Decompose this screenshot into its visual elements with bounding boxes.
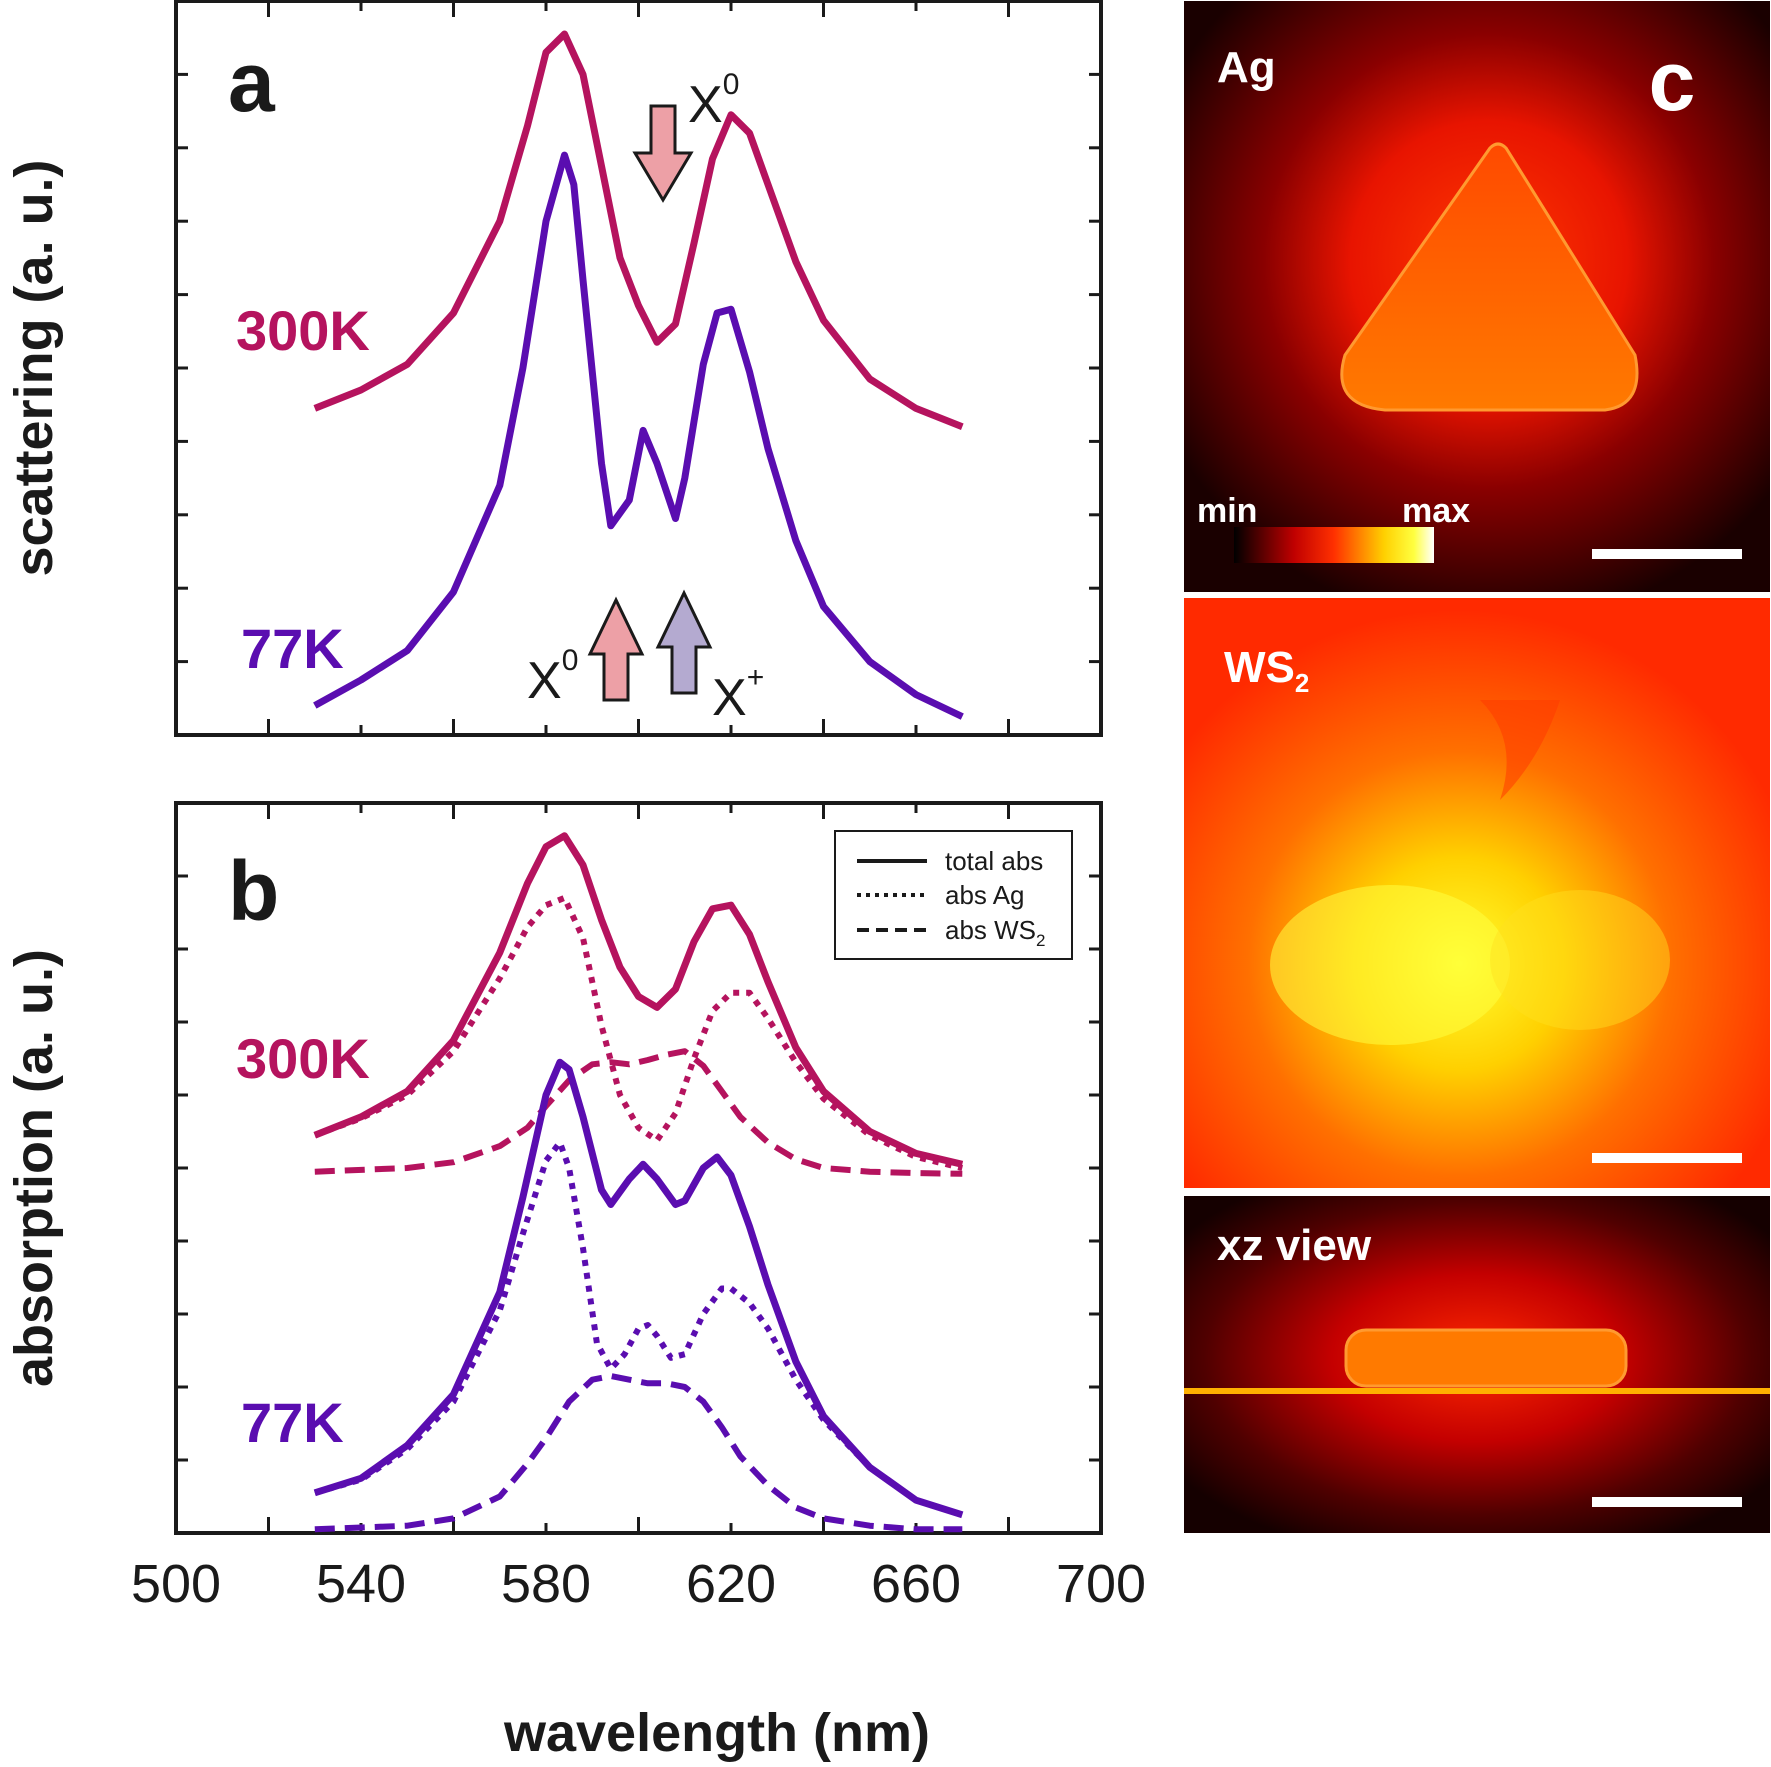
ag-field-map: Ag c min max — [1184, 1, 1770, 592]
x0-superscript: 0 — [723, 68, 740, 101]
ws2-hotspot-left — [1270, 885, 1510, 1045]
series-300k-total-abs — [313, 832, 964, 1168]
x-tick-label: 660 — [871, 1554, 961, 1614]
ws2-field-map: WS2 — [1184, 598, 1770, 1188]
legend-abs-ws2-subscript: 2 — [1036, 931, 1045, 950]
series-77k-abs-ag — [313, 1139, 964, 1518]
xplus-up-arrow-77k — [655, 589, 713, 695]
xz-view-field-map: xz view — [1184, 1196, 1770, 1533]
colorbar-min-label: min — [1197, 492, 1257, 530]
x0-label-300k: X0 — [688, 68, 739, 134]
ws2-scale-bar — [1592, 1153, 1742, 1163]
x-tick-label: 500 — [131, 1554, 221, 1614]
panel-b-ticks — [176, 803, 1101, 1533]
x0-superscript: 0 — [562, 644, 579, 677]
ag-map-label: Ag — [1217, 43, 1276, 92]
xplus-superscript: + — [747, 661, 765, 694]
colorbar — [1234, 527, 1434, 563]
panel-a-77k-label: 77K — [241, 617, 344, 680]
ws2-map-label-subscript: 2 — [1295, 668, 1309, 698]
ws2-apex-shadow — [1480, 700, 1560, 800]
panel-a-scattering: a 300K 77K scattering (a. u.) X0 X0 X+ — [4, 0, 1103, 737]
panel-b-77k-label: 77K — [241, 1391, 344, 1454]
panel-b-y-axis-title: absorption (a. u.) — [4, 949, 64, 1387]
x-tick-label: 540 — [316, 1554, 406, 1614]
series-77k-abs-ws2 — [314, 1373, 963, 1533]
series-77k-total-abs — [313, 1058, 964, 1519]
series-300k-abs-ws2 — [314, 1048, 963, 1177]
panel-b-300k-label: 300K — [236, 1027, 370, 1090]
colorbar-max-label: max — [1402, 492, 1470, 530]
x0-down-arrow-300k — [632, 104, 694, 203]
x-tick-label: 580 — [501, 1554, 591, 1614]
legend-abs-ws2: abs WS2 — [945, 915, 1046, 950]
x0-up-arrow-77k — [587, 596, 645, 702]
panel-a-letter: a — [228, 35, 276, 129]
x-axis-title: wavelength (nm) — [503, 1703, 930, 1763]
panel-a-plot-area — [313, 30, 964, 720]
triangle-nanoprism-icon — [1340, 142, 1639, 412]
x0-label-77k: X0 — [527, 644, 578, 710]
series-300k — [313, 30, 964, 430]
xplus-label-77k: X+ — [712, 661, 764, 727]
ws2-hotspot-right — [1490, 890, 1670, 1030]
series-300k-abs-ag — [313, 894, 963, 1171]
legend-abs-ws2-main: abs WS — [945, 915, 1036, 945]
panel-c-field-maps: Ag c min max WS2 xz view — [1184, 1, 1770, 1533]
panel-b-absorption: b 300K 77K absorption (a. u.) total abs … — [4, 801, 1103, 1535]
x-tick-label: 620 — [686, 1554, 776, 1614]
panel-c-letter: c — [1649, 34, 1696, 128]
panel-a-300k-label: 300K — [236, 299, 370, 362]
panel-a-ticks — [176, 1, 1101, 735]
x-axis-tick-labels: 500 540 580 620 660 700 — [131, 1554, 1146, 1614]
legend-abs-ag: abs Ag — [945, 880, 1025, 910]
panel-b-letter: b — [228, 844, 279, 938]
panel-a-y-axis-title: scattering (a. u.) — [4, 159, 64, 576]
panel-b-legend: total abs abs Ag abs WS2 — [834, 830, 1073, 960]
legend-box — [834, 830, 1073, 960]
x-tick-label: 700 — [1056, 1554, 1146, 1614]
ws2-map-background — [1184, 598, 1770, 1188]
panel-b-plot-area — [313, 832, 964, 1533]
xz-ws2-layer-line — [1184, 1388, 1770, 1394]
ws2-map-label: WS2 — [1224, 643, 1309, 698]
xz-map-label: xz view — [1217, 1221, 1372, 1270]
xz-nanoprism-cross-section — [1344, 1328, 1628, 1388]
legend-total-abs: total abs — [945, 846, 1043, 876]
series-77k — [313, 151, 964, 720]
ag-scale-bar — [1592, 549, 1742, 559]
xz-scale-bar — [1592, 1497, 1742, 1507]
